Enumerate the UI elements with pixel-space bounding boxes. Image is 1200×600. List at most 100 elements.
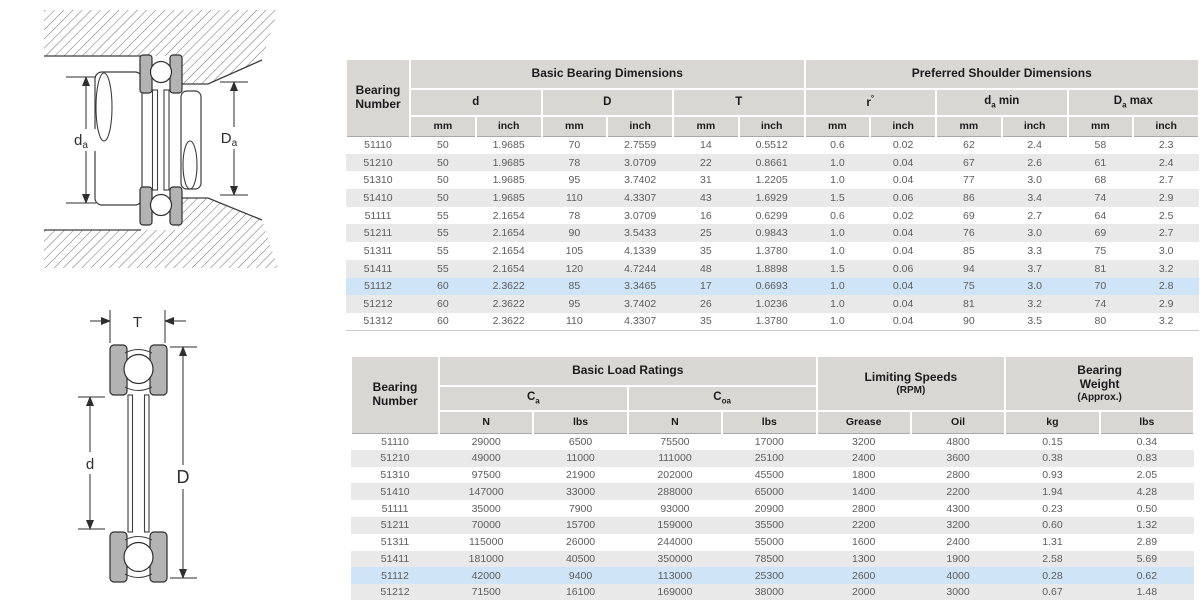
value-cell: 0.04 xyxy=(870,277,936,296)
housing-hatch-bottom xyxy=(44,198,278,268)
bearing-number-cell: 51112 xyxy=(346,277,410,296)
ball-top xyxy=(123,353,154,385)
value-cell: 81 xyxy=(936,295,1002,313)
unit-mm: mm xyxy=(409,115,477,137)
value-cell: 181000 xyxy=(439,550,534,568)
value-cell: 1.31 xyxy=(1042,536,1063,549)
value-cell: 1.0 xyxy=(830,244,845,257)
table-row: 51410 147000 33000 288000 65000 1400 2200 1.94 4… xyxy=(351,483,1194,501)
value-cell: 1.94 xyxy=(1005,483,1100,501)
value-cell: 55 xyxy=(437,209,449,222)
value-cell: 3.2 xyxy=(1001,295,1068,313)
value-cell: 60 xyxy=(410,312,476,332)
basic-dimensions-table: Bearing Number Basic Bearing Dimensions … xyxy=(345,58,1200,332)
bearing-section xyxy=(109,344,168,583)
value-cell: 75 xyxy=(936,277,1002,296)
value-cell: 0.6299 xyxy=(755,209,788,222)
value-cell: 69 xyxy=(1067,224,1134,243)
ball-bottom xyxy=(123,541,154,573)
value-cell: 0.02 xyxy=(892,209,914,222)
value-cell: 2.4 xyxy=(1133,153,1199,172)
bearing-weight-header: Bearing Weight (Approx.) xyxy=(1004,355,1195,412)
value-cell: 3.7402 xyxy=(624,174,657,187)
value-cell: 55 xyxy=(410,259,476,278)
value-cell: 350000 xyxy=(627,550,723,568)
value-cell: 1.0 xyxy=(830,174,845,187)
value-cell: 14 xyxy=(700,139,712,152)
value-cell: 2.9 xyxy=(1133,189,1199,207)
bearing-number-cell: 51110 xyxy=(364,139,392,152)
value-cell: 2.1654 xyxy=(492,244,525,257)
value-cell: 60 xyxy=(410,277,476,296)
housing-collar xyxy=(180,90,202,190)
value-cell: 76 xyxy=(936,224,1002,243)
ball-bottom xyxy=(149,193,173,217)
value-cell: 2.58 xyxy=(1005,550,1100,568)
table-row: 51110 29000 6500 75500 17000 3200 4800 0.15 0.34 xyxy=(351,433,1194,450)
value-cell: 25300 xyxy=(722,567,817,585)
value-cell: 78 xyxy=(541,153,608,172)
value-cell: 110 xyxy=(541,312,608,332)
value-cell: 25100 xyxy=(722,449,817,467)
value-cell: 16100 xyxy=(533,584,628,600)
value-cell: 4.28 xyxy=(1099,483,1194,501)
value-cell: 0.5512 xyxy=(755,139,788,152)
value-cell: 0.34 xyxy=(1136,435,1158,448)
value-cell: 29000 xyxy=(471,435,501,448)
value-cell: 1.0 xyxy=(804,224,871,243)
value-cell: 159000 xyxy=(627,516,723,534)
value-cell: 2.3622 xyxy=(475,312,542,332)
value-cell: 70000 xyxy=(439,516,534,534)
value-cell: 93000 xyxy=(660,502,690,515)
unit-inch: inch xyxy=(737,115,806,137)
value-cell: 71500 xyxy=(439,584,534,600)
value-cell: 22 xyxy=(673,153,739,172)
value-cell: 78 xyxy=(568,209,581,222)
value-cell: 2.5 xyxy=(1158,209,1174,222)
value-cell: 50 xyxy=(410,153,476,172)
value-cell: 2000 xyxy=(816,584,911,600)
bearing-number-cell: 51111 xyxy=(364,209,392,222)
value-cell: 16 xyxy=(700,209,712,222)
value-cell: 2.7559 xyxy=(624,139,657,152)
value-cell: 2.7 xyxy=(1027,209,1042,222)
value-cell: 40500 xyxy=(533,550,628,568)
value-cell: 74 xyxy=(1067,295,1134,313)
value-cell: 75 xyxy=(1094,244,1107,257)
value-cell: 2.1654 xyxy=(475,259,542,278)
value-cell: 69 xyxy=(963,209,975,222)
bearing-number-cell: 51311 xyxy=(380,536,410,549)
value-cell: 1600 xyxy=(852,536,876,549)
value-cell: 2.7 xyxy=(1158,174,1174,187)
value-cell: 50 xyxy=(437,174,449,187)
value-cell: 0.15 xyxy=(1042,435,1063,448)
bearing-number-cell: 51210 xyxy=(346,153,410,172)
free-bearing-diagram: T d D xyxy=(78,310,197,583)
value-cell: 50 xyxy=(410,189,476,207)
D-dimension xyxy=(170,346,197,579)
table-row: 51211 70000 15700 159000 35500 2200 3200 0.60 1.… xyxy=(351,516,1194,534)
value-cell: 1.3780 xyxy=(755,244,788,257)
value-cell: 1.0236 xyxy=(738,295,805,313)
value-cell: 4.3307 xyxy=(607,312,673,332)
value-cell: 0.93 xyxy=(1042,468,1063,481)
housing-hatch-top xyxy=(44,10,278,84)
value-cell: 74 xyxy=(1067,189,1134,207)
value-cell: 1.3780 xyxy=(738,312,805,332)
value-cell: 0.04 xyxy=(870,224,936,243)
value-cell: 60 xyxy=(410,295,476,313)
value-cell: 55000 xyxy=(754,536,784,549)
value-cell: 25 xyxy=(673,224,739,243)
value-cell: 77 xyxy=(963,174,975,187)
value-cell: 1.8898 xyxy=(738,259,805,278)
value-cell: 0.04 xyxy=(870,295,936,313)
value-cell: 4300 xyxy=(946,502,970,515)
value-cell: 61 xyxy=(1067,153,1134,172)
value-cell: 26000 xyxy=(565,536,596,549)
value-cell: 1900 xyxy=(910,550,1006,568)
value-cell: 113000 xyxy=(627,567,723,585)
value-cell: 202000 xyxy=(657,468,693,481)
value-cell: 2200 xyxy=(816,516,911,534)
value-cell: 3.5 xyxy=(1001,312,1068,332)
value-cell: 3000 xyxy=(910,584,1006,600)
